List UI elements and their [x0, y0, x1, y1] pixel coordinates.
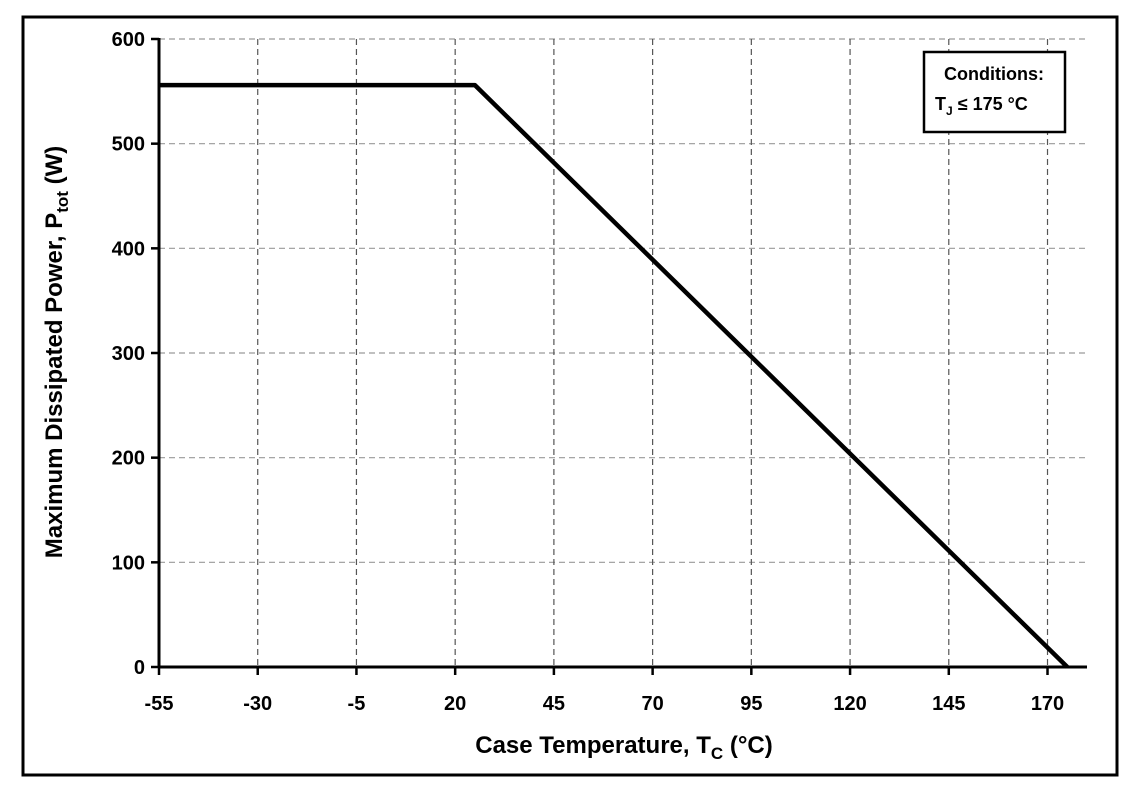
x-tick-label: -55 — [145, 693, 174, 715]
x-tick-label: 45 — [543, 693, 565, 715]
conditions-title: Conditions: — [944, 64, 1044, 84]
grid — [159, 38, 1087, 667]
y-axis-title: Maximum Dissipated Power, Ptot (W) — [41, 146, 72, 558]
y-tick-label: 400 — [112, 238, 145, 260]
axes — [151, 37, 1087, 675]
tick-labels: 0 100 200 300 400 500 600 -55 -30 -5 20 45 70 95 120 14… — [112, 29, 1065, 715]
x-tick-label: 120 — [833, 693, 866, 715]
x-tick-label: 20 — [444, 693, 466, 715]
y-tick-label: 200 — [112, 448, 145, 470]
y-tick-label: 0 — [134, 657, 145, 679]
y-tick-label: 100 — [112, 552, 145, 574]
y-tick-label: 500 — [112, 134, 145, 156]
conditions-box: Conditions: TJ ≤ 175 °C — [922, 50, 1067, 134]
conditions-box-border — [922, 50, 1067, 134]
x-tick-label: -30 — [243, 693, 272, 715]
y-tick-label: 300 — [112, 343, 145, 365]
x-axis-title: Case Temperature, TC (°C) — [475, 732, 773, 763]
x-tick-label: -5 — [348, 693, 366, 715]
x-tick-label: 170 — [1031, 693, 1064, 715]
x-tick-label: 95 — [740, 693, 762, 715]
series — [159, 82, 1069, 669]
x-tick-label: 145 — [932, 693, 965, 715]
x-tick-label: 70 — [641, 693, 663, 715]
y-tick-label: 600 — [112, 29, 145, 51]
series-line-power-derating — [159, 82, 1069, 669]
conditions-value: TJ ≤ 175 °C — [935, 94, 1028, 118]
